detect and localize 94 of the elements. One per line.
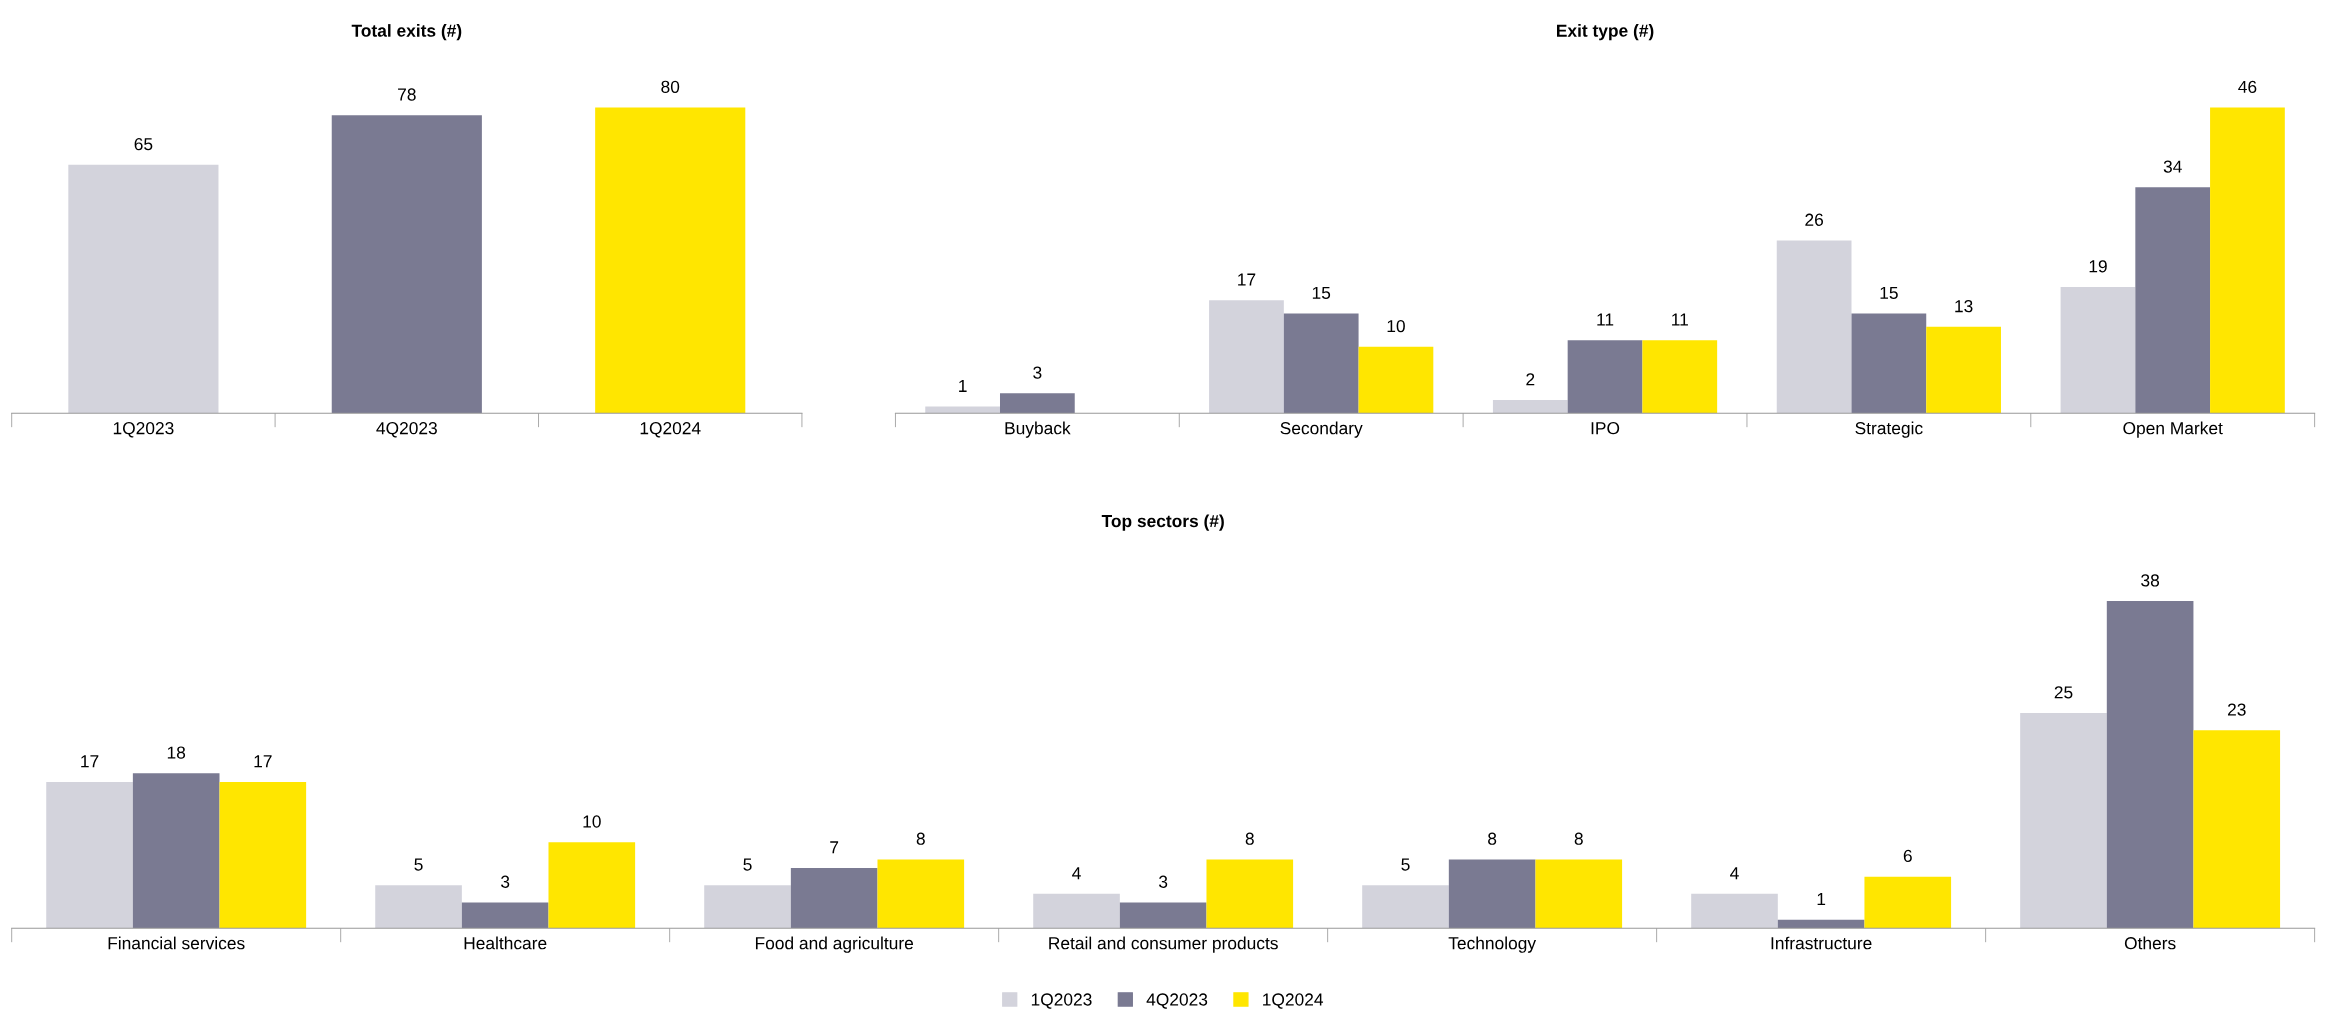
data-label: 5 <box>1401 858 1410 871</box>
data-label: 38 <box>2141 574 2160 587</box>
bar <box>1283 313 1359 414</box>
x-tick-label: Strategic <box>1855 421 1923 438</box>
data-label: 15 <box>1880 286 1898 300</box>
data-label: 2 <box>1526 373 1535 386</box>
data-label: 19 <box>2089 260 2107 273</box>
bar <box>548 842 636 929</box>
bar <box>1362 885 1449 929</box>
bar <box>1358 346 1434 414</box>
data-label: 8 <box>916 832 925 845</box>
x-tick-label: Technology <box>1448 936 1537 953</box>
legend-label: 1Q2023 <box>1031 993 1092 1009</box>
data-label: 17 <box>1238 273 1256 286</box>
bar <box>1492 399 1568 414</box>
bar <box>925 406 1000 414</box>
data-label: 78 <box>398 88 416 101</box>
bar <box>1776 240 1852 414</box>
chart-title: Total exits (#) <box>351 24 462 41</box>
data-label: 6 <box>1903 849 1912 863</box>
bar <box>2210 107 2285 414</box>
x-tick-label: IPO <box>1591 422 1620 435</box>
data-label: 8 <box>1488 832 1497 845</box>
x-tick-label: Food and agriculture <box>755 936 914 953</box>
bar <box>1567 340 1643 414</box>
data-label: 17 <box>254 755 272 768</box>
x-tick-label: Open Market <box>2123 421 2223 438</box>
legend-label: 1Q2024 <box>1263 993 1324 1009</box>
bar <box>46 781 133 929</box>
data-label: 46 <box>2238 80 2257 93</box>
bar <box>2135 187 2211 414</box>
data-label: 1 <box>959 379 967 392</box>
bar <box>219 781 307 929</box>
x-tick-label: 4Q2023 <box>376 422 437 438</box>
bar <box>1448 859 1536 929</box>
x-tick-label: 1Q2024 <box>640 422 701 438</box>
bar <box>1206 859 1294 929</box>
bar <box>1642 340 1718 414</box>
data-label: 3 <box>501 875 510 888</box>
bar <box>790 868 878 929</box>
data-label: 23 <box>2227 703 2246 716</box>
legend-label: 4Q2023 <box>1146 993 1208 1009</box>
bar <box>1691 893 1778 929</box>
bar <box>1926 326 2001 414</box>
chart-title: Exit type (#) <box>1557 24 1654 41</box>
x-tick-label: Healthcare <box>464 936 547 950</box>
x-tick-label: Secondary <box>1280 421 1363 438</box>
data-label: 1 <box>1817 893 1826 905</box>
data-label: 13 <box>1955 300 1973 313</box>
x-tick-label: Retail and consumer products <box>1049 936 1278 953</box>
data-label: 10 <box>1387 319 1405 333</box>
chart-title: Top sectors (#) <box>1101 514 1224 531</box>
bar <box>1119 902 1207 929</box>
data-label: 11 <box>1597 313 1614 326</box>
data-label: 3 <box>1158 875 1168 888</box>
bar <box>1209 300 1284 414</box>
data-label: 65 <box>134 138 153 151</box>
x-tick-label: Infrastructure <box>1771 936 1872 950</box>
bar <box>2020 713 2107 929</box>
bar <box>2106 601 2194 929</box>
data-label: 8 <box>1245 832 1254 845</box>
bar <box>2193 730 2281 929</box>
bar <box>1000 393 1075 414</box>
bar <box>1851 313 1927 414</box>
bar <box>2060 286 2136 414</box>
data-label: 26 <box>1805 213 1824 226</box>
data-label: 7 <box>830 841 839 854</box>
x-tick-label: Financial services <box>108 936 245 950</box>
bar <box>1535 859 1623 929</box>
data-label: 8 <box>1574 832 1583 845</box>
data-label: 4 <box>1730 867 1739 880</box>
bar <box>132 773 220 929</box>
data-label: 3 <box>1033 366 1042 379</box>
bar <box>461 902 549 929</box>
bar <box>1033 893 1120 929</box>
data-label: 5 <box>743 858 752 871</box>
data-label: 80 <box>661 80 680 93</box>
bar <box>375 885 462 929</box>
data-label: 5 <box>414 858 423 871</box>
bar <box>877 859 965 929</box>
bar <box>704 885 791 929</box>
data-label: 15 <box>1312 286 1331 300</box>
data-label: 11 <box>1672 313 1688 326</box>
x-tick-label: Buyback <box>1005 421 1071 438</box>
data-label: 25 <box>2054 686 2073 699</box>
data-label: 4 <box>1072 867 1081 880</box>
data-label: 17 <box>81 755 99 768</box>
x-tick-label: 1Q2023 <box>113 422 174 438</box>
bar <box>1777 919 1865 929</box>
data-label: 34 <box>2163 160 2182 173</box>
x-tick-label: Others <box>2124 936 2176 950</box>
bar <box>1864 876 1952 929</box>
data-label: 10 <box>583 815 601 828</box>
data-label: 18 <box>167 746 186 759</box>
